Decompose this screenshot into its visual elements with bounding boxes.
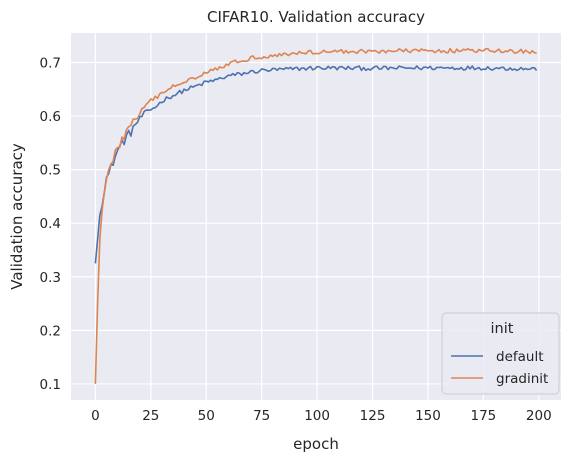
y-tick-label: 0.4 bbox=[40, 216, 61, 232]
x-tick-label: 50 bbox=[198, 408, 215, 424]
y-axis-label: Validation accuracy bbox=[8, 143, 26, 290]
x-tick-label: 200 bbox=[526, 408, 552, 424]
x-tick-label: 175 bbox=[471, 408, 497, 424]
y-tick-label: 0.7 bbox=[40, 55, 61, 71]
legend-title: init bbox=[491, 321, 514, 337]
x-tick-label: 100 bbox=[304, 408, 330, 424]
x-tick-label: 150 bbox=[415, 408, 441, 424]
chart-title: CIFAR10. Validation accuracy bbox=[207, 8, 425, 26]
legend-box bbox=[441, 312, 560, 395]
x-tick-label: 75 bbox=[253, 408, 270, 424]
legend-label-gradinit: gradinit bbox=[496, 371, 548, 387]
y-tick-label: 0.5 bbox=[40, 163, 61, 179]
x-tick-label: 25 bbox=[142, 408, 159, 424]
x-tick-label: 0 bbox=[91, 408, 100, 424]
series-line-default bbox=[94, 65, 538, 264]
legend: init default gradinit bbox=[441, 312, 560, 395]
legend-label-default: default bbox=[496, 349, 544, 365]
x-tick-label: 125 bbox=[360, 408, 386, 424]
series-lines bbox=[94, 47, 538, 384]
x-axis-label: epoch bbox=[293, 435, 339, 453]
y-tick-label: 0.6 bbox=[40, 109, 61, 125]
y-tick-labels: 0.1 0.2 0.3 0.4 0.5 0.6 0.7 bbox=[40, 55, 61, 392]
x-tick-labels: 0 25 50 75 100 125 150 175 200 bbox=[91, 408, 552, 424]
series-line-gradinit bbox=[94, 47, 537, 384]
y-tick-label: 0.2 bbox=[40, 323, 61, 339]
y-tick-label: 0.1 bbox=[40, 377, 61, 393]
y-tick-label: 0.3 bbox=[40, 270, 61, 286]
